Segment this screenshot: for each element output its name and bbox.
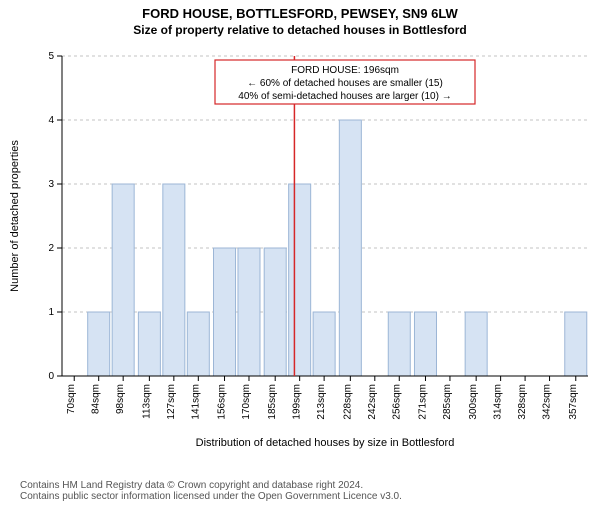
bar [465,312,487,376]
x-tick-label: 285sqm [442,384,453,420]
y-tick-label: 1 [48,307,54,318]
y-tick-label: 4 [48,115,54,126]
x-tick-label: 70sqm [66,384,77,414]
x-tick-label: 84sqm [91,384,102,414]
x-tick-label: 127sqm [166,384,177,420]
bar [388,312,410,376]
y-tick-label: 5 [48,51,54,62]
x-tick-label: 156sqm [217,384,228,420]
x-tick-label: 242sqm [367,384,378,420]
chart-area: 0 1 2 3 4 5 70sqm 84sqm 98sqm 113sqm 127sqm 141sqm 1… [0,50,600,458]
bar [313,312,335,376]
page-subtitle: Size of property relative to detached ho… [0,23,600,37]
x-tick-label: 98sqm [115,384,126,414]
x-tick-label: 357sqm [568,384,579,420]
x-tick-label: 314sqm [493,384,504,420]
x-tick-label: 170sqm [241,384,252,420]
x-tick-label: 141sqm [190,384,201,420]
x-tick-label: 271sqm [417,384,428,420]
x-tick-label: 328sqm [517,384,528,420]
attribution-line: Contains public sector information licen… [20,491,402,502]
callout-line: ← 60% of detached houses are smaller (15… [247,78,443,89]
x-tick-label: 185sqm [267,384,278,420]
x-tick-label: 199sqm [292,384,303,420]
x-axis-label: Distribution of detached houses by size … [196,437,455,449]
x-tick-label: 213sqm [316,384,327,420]
bar [565,312,587,376]
bar [88,312,110,376]
callout-line: 40% of semi-detached houses are larger (… [238,91,451,102]
y-tick-label: 2 [48,243,54,254]
y-tick-label: 3 [48,179,54,190]
bar [112,184,134,376]
bar [138,312,160,376]
y-axis-label: Number of detached properties [9,140,21,292]
bar [414,312,436,376]
x-tick-label: 113sqm [141,384,152,419]
x-tick-label: 256sqm [391,384,402,420]
x-tick-label: 300sqm [468,384,479,420]
bar [238,248,260,376]
attribution-line: Contains HM Land Registry data © Crown c… [20,480,402,491]
x-tick-label: 342sqm [542,384,553,420]
bar [214,248,236,376]
y-tick-label: 0 [48,371,54,382]
attribution: Contains HM Land Registry data © Crown c… [20,480,402,502]
bar [289,184,311,376]
bar [264,248,286,376]
bar [339,120,361,376]
bar [187,312,209,376]
bar [163,184,185,376]
page-title: FORD HOUSE, BOTTLESFORD, PEWSEY, SN9 6LW [0,6,600,21]
x-tick-label: 228sqm [342,384,353,420]
callout-line: FORD HOUSE: 196sqm [291,65,399,76]
